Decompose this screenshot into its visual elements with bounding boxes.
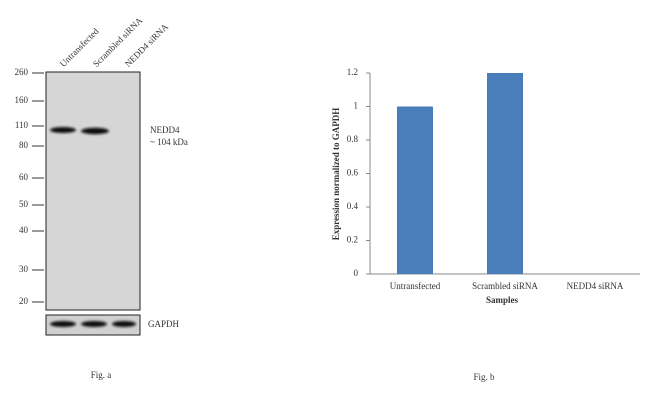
y-tick-label: 1.2: [347, 67, 358, 77]
x-tick-label: Scrambled siRNA: [472, 281, 538, 291]
marker-label: 110: [15, 120, 29, 130]
y-tick-label: 0.2: [347, 235, 358, 245]
y-tick-label: 1: [354, 101, 359, 111]
control-label: GAPDH: [148, 319, 180, 329]
band: [112, 321, 136, 327]
band: [50, 127, 76, 133]
y-tick-label: 0.4: [347, 201, 359, 211]
marker-label: 30: [19, 264, 29, 274]
y-tick-label: 0.8: [347, 134, 359, 144]
x-tick-label: NEDD4 siRNA: [567, 281, 624, 291]
band: [81, 321, 107, 327]
marker-label: 20: [19, 296, 29, 306]
marker-label: 80: [19, 140, 29, 150]
marker-label: 50: [19, 199, 29, 209]
band: [81, 127, 109, 135]
blot-membrane: [45, 71, 141, 311]
band: [50, 321, 76, 327]
target-label: NEDD4: [150, 125, 180, 135]
marker-label: 160: [15, 95, 29, 105]
x-axis-title: Samples: [486, 295, 519, 305]
y-axis-title: Expression normalized to GAPDH: [331, 108, 341, 241]
bar: [487, 73, 523, 274]
bar: [397, 106, 433, 274]
marker-label: 260: [15, 67, 29, 77]
caption: Fig. a: [91, 370, 112, 380]
marker-label: 60: [19, 172, 29, 182]
marker-label: 40: [19, 225, 29, 235]
x-tick-label: Untransfected: [390, 281, 441, 291]
target-size: ~ 104 kDa: [150, 137, 188, 147]
y-tick-label: 0.6: [347, 168, 359, 178]
y-tick-label: 0: [354, 268, 359, 278]
caption: Fig. b: [473, 372, 495, 382]
